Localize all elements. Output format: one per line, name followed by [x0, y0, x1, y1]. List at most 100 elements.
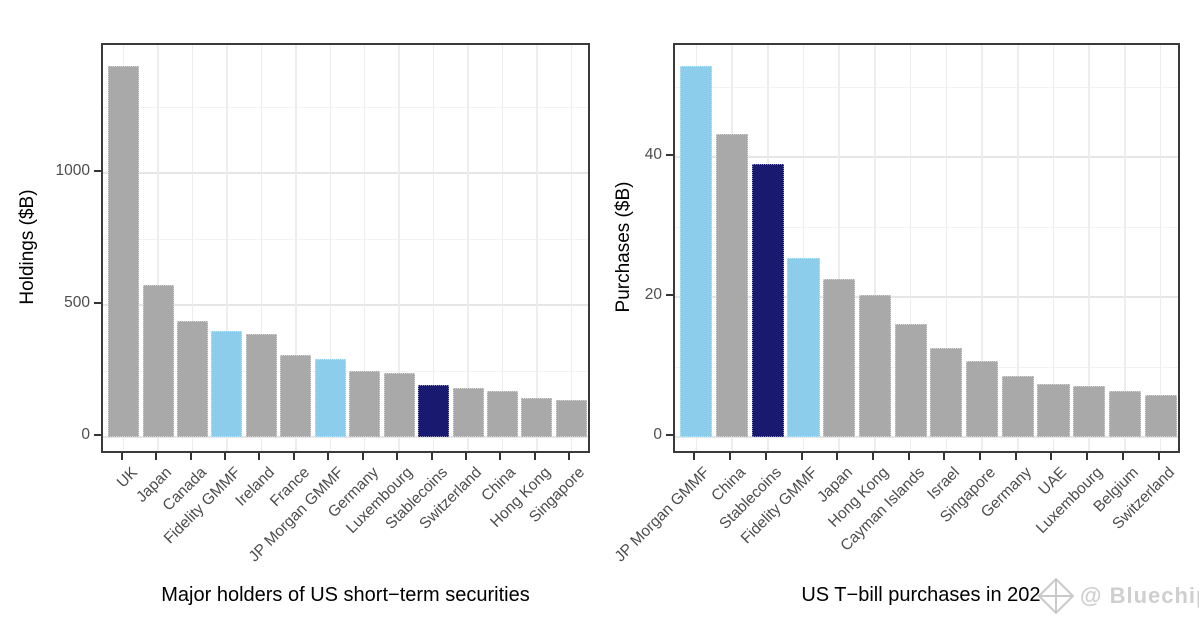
gridline-vertical: [1124, 45, 1126, 451]
gridline-vertical: [191, 45, 194, 451]
right-y-axis-title: Purchases ($B): [613, 181, 634, 313]
x-axis-tick: [1121, 453, 1124, 460]
x-axis-tick: [871, 453, 874, 460]
gridline-vertical: [981, 45, 983, 451]
x-axis-tick: [1157, 453, 1160, 460]
gridline-vertical: [874, 45, 876, 451]
gridline-vertical: [363, 45, 366, 451]
gridline-major: [675, 156, 1178, 158]
x-axis-tick: [361, 453, 364, 460]
bar-switzerland: [1144, 395, 1177, 437]
gridline-vertical: [226, 45, 228, 451]
bar-israel: [930, 348, 963, 437]
gridline-vertical: [432, 45, 435, 451]
x-axis-tick: [499, 453, 502, 460]
y-axis-tick: [94, 302, 101, 304]
gridline-vertical: [467, 45, 469, 451]
gridline-vertical: [260, 45, 263, 451]
bar-japan: [823, 278, 856, 437]
gridline-vertical: [157, 45, 159, 451]
gridline-vertical: [501, 45, 504, 451]
y-axis-tick-label: 1000: [55, 162, 90, 180]
x-axis-tick: [693, 453, 696, 460]
y-axis-tick-label: 40: [644, 146, 662, 163]
bar-hong-kong: [521, 397, 553, 437]
x-axis-tick: [223, 453, 226, 460]
x-axis-tick: [836, 453, 839, 460]
y-axis-tick: [666, 154, 673, 156]
left-y-axis-title: Holdings ($B): [17, 189, 38, 305]
gridline-minor: [103, 107, 588, 109]
x-axis-tick: [907, 453, 910, 460]
bar-singapore: [555, 399, 587, 437]
gridline-vertical: [1017, 45, 1019, 451]
x-axis-tick: [800, 453, 803, 460]
x-axis-tick: [1086, 453, 1089, 460]
gridline-vertical: [398, 45, 400, 451]
bar-cayman-islands: [894, 324, 927, 437]
bar-switzerland: [452, 388, 484, 437]
bar-germany: [1001, 376, 1034, 437]
gridline-minor: [675, 227, 1178, 228]
bar-fidelity-gmmf: [787, 257, 820, 437]
gridline-vertical: [1159, 45, 1162, 451]
gridline-vertical: [909, 45, 912, 451]
gridline-minor: [103, 239, 588, 241]
gridline-vertical: [1088, 45, 1090, 451]
watermark-label: @ Bluechip: [1080, 583, 1199, 608]
x-axis-tick: [430, 453, 433, 460]
gridline-major: [103, 304, 588, 306]
x-axis-tick: [189, 453, 192, 460]
y-axis-tick-label: 0: [81, 426, 90, 443]
y-axis-tick-label: 500: [64, 294, 90, 311]
y-axis-tick-label: 0: [653, 426, 662, 443]
bar-ireland: [245, 333, 277, 437]
x-axis-tick: [155, 453, 158, 460]
bar-stablecoins: [751, 164, 784, 437]
bar-jp-morgan-gmmf: [680, 66, 713, 437]
y-axis-tick: [94, 434, 101, 436]
bar-hong-kong: [858, 294, 891, 437]
bar-singapore: [965, 360, 999, 437]
x-axis-tick: [729, 453, 732, 460]
left-x-axis-title: Major holders of US short−term securitie…: [161, 584, 530, 606]
gridline-vertical: [329, 45, 332, 451]
x-axis-tick: [943, 453, 946, 460]
bar-germany: [349, 371, 381, 437]
x-axis-tick: [396, 453, 399, 460]
gridline-vertical: [570, 45, 573, 451]
bar-france: [280, 355, 312, 437]
x-axis-tick: [120, 453, 123, 460]
x-axis-tick: [979, 453, 982, 460]
x-axis-tick: [764, 453, 767, 460]
gridline-minor: [675, 87, 1178, 88]
bar-belgium: [1108, 390, 1141, 437]
gridline-vertical: [802, 45, 805, 451]
x-axis-tick: [568, 453, 571, 460]
gridline-major: [103, 172, 588, 174]
bar-luxembourg: [383, 373, 415, 437]
x-axis-tick: [258, 453, 261, 460]
bar-china: [486, 390, 518, 437]
gridline-vertical: [945, 45, 948, 451]
bar-luxembourg: [1073, 385, 1106, 437]
x-axis-tick: [292, 453, 295, 460]
watermark: @ Bluechip: [1036, 576, 1199, 616]
gridline-vertical: [295, 45, 297, 451]
bar-fidelity-gmmf: [211, 331, 243, 437]
y-axis-tick: [666, 434, 673, 436]
left-plot-panel: [101, 43, 590, 453]
diamond-gem-icon: [1037, 577, 1075, 615]
y-axis-tick: [666, 294, 673, 296]
bar-uk: [108, 66, 140, 437]
x-axis-tick: [465, 453, 468, 460]
x-axis-tick: [327, 453, 330, 460]
y-axis-tick-label: 20: [644, 286, 662, 303]
bar-stablecoins: [418, 385, 450, 437]
x-axis-tick: [1014, 453, 1017, 460]
x-axis-tick: [1050, 453, 1053, 460]
bar-jp-morgan-gmmf: [314, 359, 346, 437]
gridline-vertical: [838, 45, 840, 451]
bar-china: [716, 133, 749, 437]
